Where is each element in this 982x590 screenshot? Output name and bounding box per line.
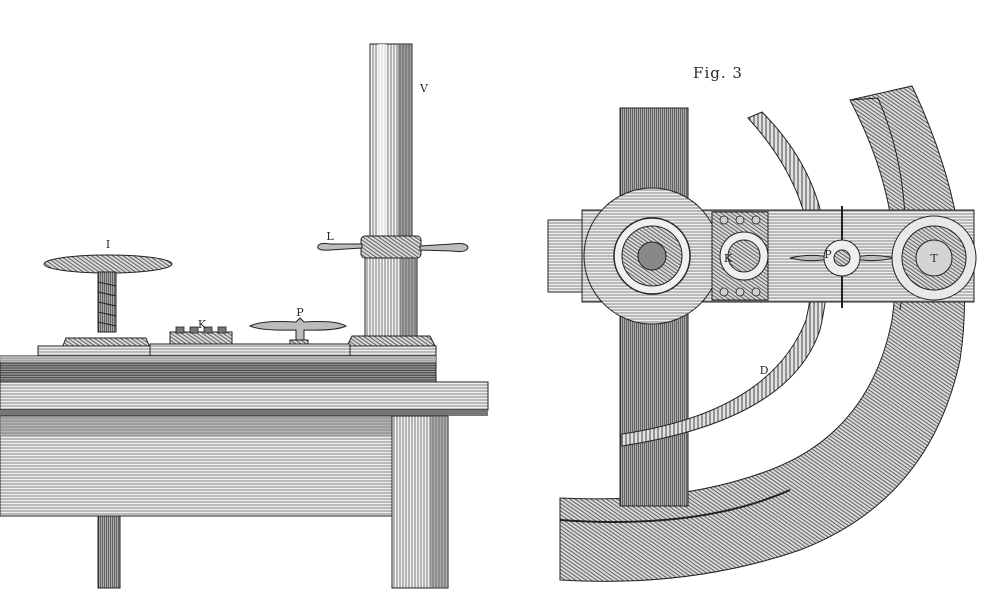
label-p-plan: P (824, 248, 832, 261)
table-top (0, 381, 489, 411)
label-k-plan: K (724, 252, 733, 265)
key-p (248, 317, 348, 341)
outer-sector (559, 85, 966, 582)
label-i: I (106, 238, 110, 251)
handwheel-i (43, 254, 173, 274)
figure-title: Fig. 3 (693, 64, 743, 82)
horizontal-bar (547, 219, 583, 293)
label-p: P (296, 306, 304, 319)
handle-l-right (419, 243, 469, 253)
handle-l-left (317, 242, 363, 251)
label-t: T (930, 252, 938, 265)
label-l: L (326, 230, 334, 243)
plan-view (547, 85, 977, 582)
elevation-view (0, 43, 489, 589)
label-v: V (419, 82, 429, 95)
collar-l (360, 235, 422, 259)
nut-k (169, 331, 233, 345)
label-k: K (198, 318, 207, 331)
label-d: D (760, 364, 769, 377)
